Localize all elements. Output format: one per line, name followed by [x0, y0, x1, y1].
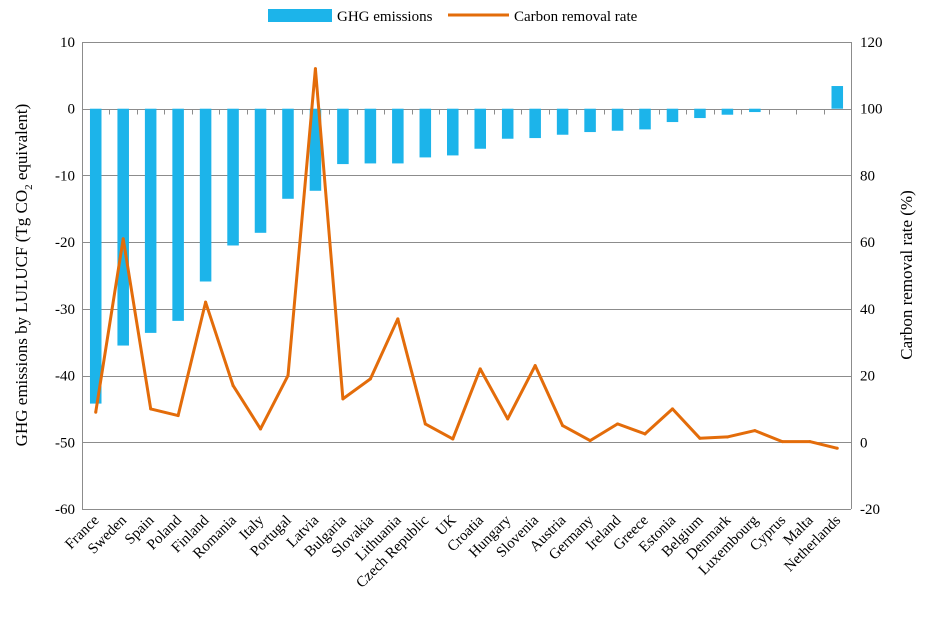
bar	[584, 108, 596, 133]
right-tick-label: 80	[860, 168, 875, 184]
carbon-removal-line	[94, 67, 838, 450]
bar	[749, 108, 761, 113]
right-tick-label: 40	[860, 302, 875, 318]
right-tick-label: -20	[860, 502, 880, 518]
line-point	[506, 417, 510, 421]
line-point	[176, 414, 180, 418]
legend: GHG emissions Carbon removal rate	[268, 9, 638, 25]
line-point	[698, 436, 702, 440]
bar	[556, 108, 569, 135]
legend-label-ghg-emissions: GHG emissions	[337, 9, 433, 25]
bar	[831, 86, 844, 109]
line-point	[835, 446, 839, 450]
line-point	[313, 67, 317, 71]
left-tick-label: 10	[60, 35, 75, 51]
bar	[364, 108, 377, 164]
line-point	[204, 300, 208, 304]
bar-series-ghg-emissions	[89, 86, 844, 404]
bar	[89, 108, 102, 404]
left-tick-label: -40	[55, 369, 75, 385]
line-point	[533, 364, 537, 368]
bar	[227, 108, 239, 246]
legend-label-carbon-removal-rate: Carbon removal rate	[514, 9, 638, 25]
left-tick-label: 0	[68, 102, 76, 118]
left-axis-title: GHG emissions by LULUCF (Tg CO2 equivale…	[12, 104, 35, 447]
right-tick-label: 0	[860, 435, 868, 451]
left-tick-label: -30	[55, 302, 75, 318]
bar	[199, 108, 212, 282]
line-series-carbon-removal-rate	[94, 67, 839, 450]
bar	[117, 108, 129, 346]
left-tick-label: -20	[55, 235, 75, 251]
bar	[419, 108, 432, 158]
line-point	[396, 317, 400, 321]
legend-swatch-ghg-emissions	[268, 9, 332, 22]
bar	[474, 108, 486, 149]
right-tick-label: 100	[860, 102, 883, 118]
bar	[639, 108, 651, 130]
line-point	[94, 410, 98, 414]
line-point	[231, 384, 235, 388]
bar	[721, 108, 734, 115]
right-axis-ticks: 120 100 80 60 40 20 0 -20	[860, 35, 883, 518]
bar	[392, 108, 404, 164]
bar	[611, 108, 624, 131]
line-point	[121, 237, 125, 241]
line-point	[588, 439, 592, 443]
bar	[694, 108, 706, 119]
line-point	[451, 437, 455, 441]
right-axis-title: Carbon removal rate (%)	[897, 190, 916, 359]
bar	[309, 108, 322, 191]
line-point	[478, 367, 482, 371]
line-point	[780, 440, 784, 444]
left-axis-ticks: 10 0 -10 -20 -30 -40 -50 -60	[55, 35, 75, 518]
line-point	[368, 377, 372, 381]
bar	[501, 108, 514, 139]
bar	[529, 108, 541, 139]
left-axis-title-subscript: 2	[23, 184, 35, 190]
left-tick-label: -60	[55, 502, 75, 518]
left-tick-label: -50	[55, 435, 75, 451]
bar	[337, 108, 349, 165]
bar	[666, 108, 679, 123]
line-point	[643, 432, 647, 436]
line-point	[286, 374, 290, 378]
line-point	[259, 427, 263, 431]
bar	[144, 108, 157, 333]
left-tick-label: -10	[55, 168, 75, 184]
left-axis-title-tail: equivalent)	[12, 104, 31, 185]
right-tick-label: 120	[860, 35, 883, 51]
line-point	[808, 440, 812, 444]
bar	[447, 108, 459, 156]
line-point	[341, 397, 345, 401]
gridlines	[82, 42, 851, 510]
line-point	[149, 407, 153, 411]
bar	[172, 108, 184, 321]
line-point	[725, 435, 729, 439]
line-point	[670, 407, 674, 411]
line-point	[753, 429, 757, 433]
line-point	[561, 424, 565, 428]
right-tick-label: 60	[860, 235, 875, 251]
right-tick-label: 20	[860, 369, 875, 385]
bar	[254, 108, 267, 233]
line-point	[423, 422, 427, 426]
axes	[82, 42, 852, 509]
line-point	[616, 422, 620, 426]
category-labels: FranceSwedenSpainPolandFinlandRomaniaIta…	[62, 512, 844, 591]
bar	[282, 108, 294, 199]
